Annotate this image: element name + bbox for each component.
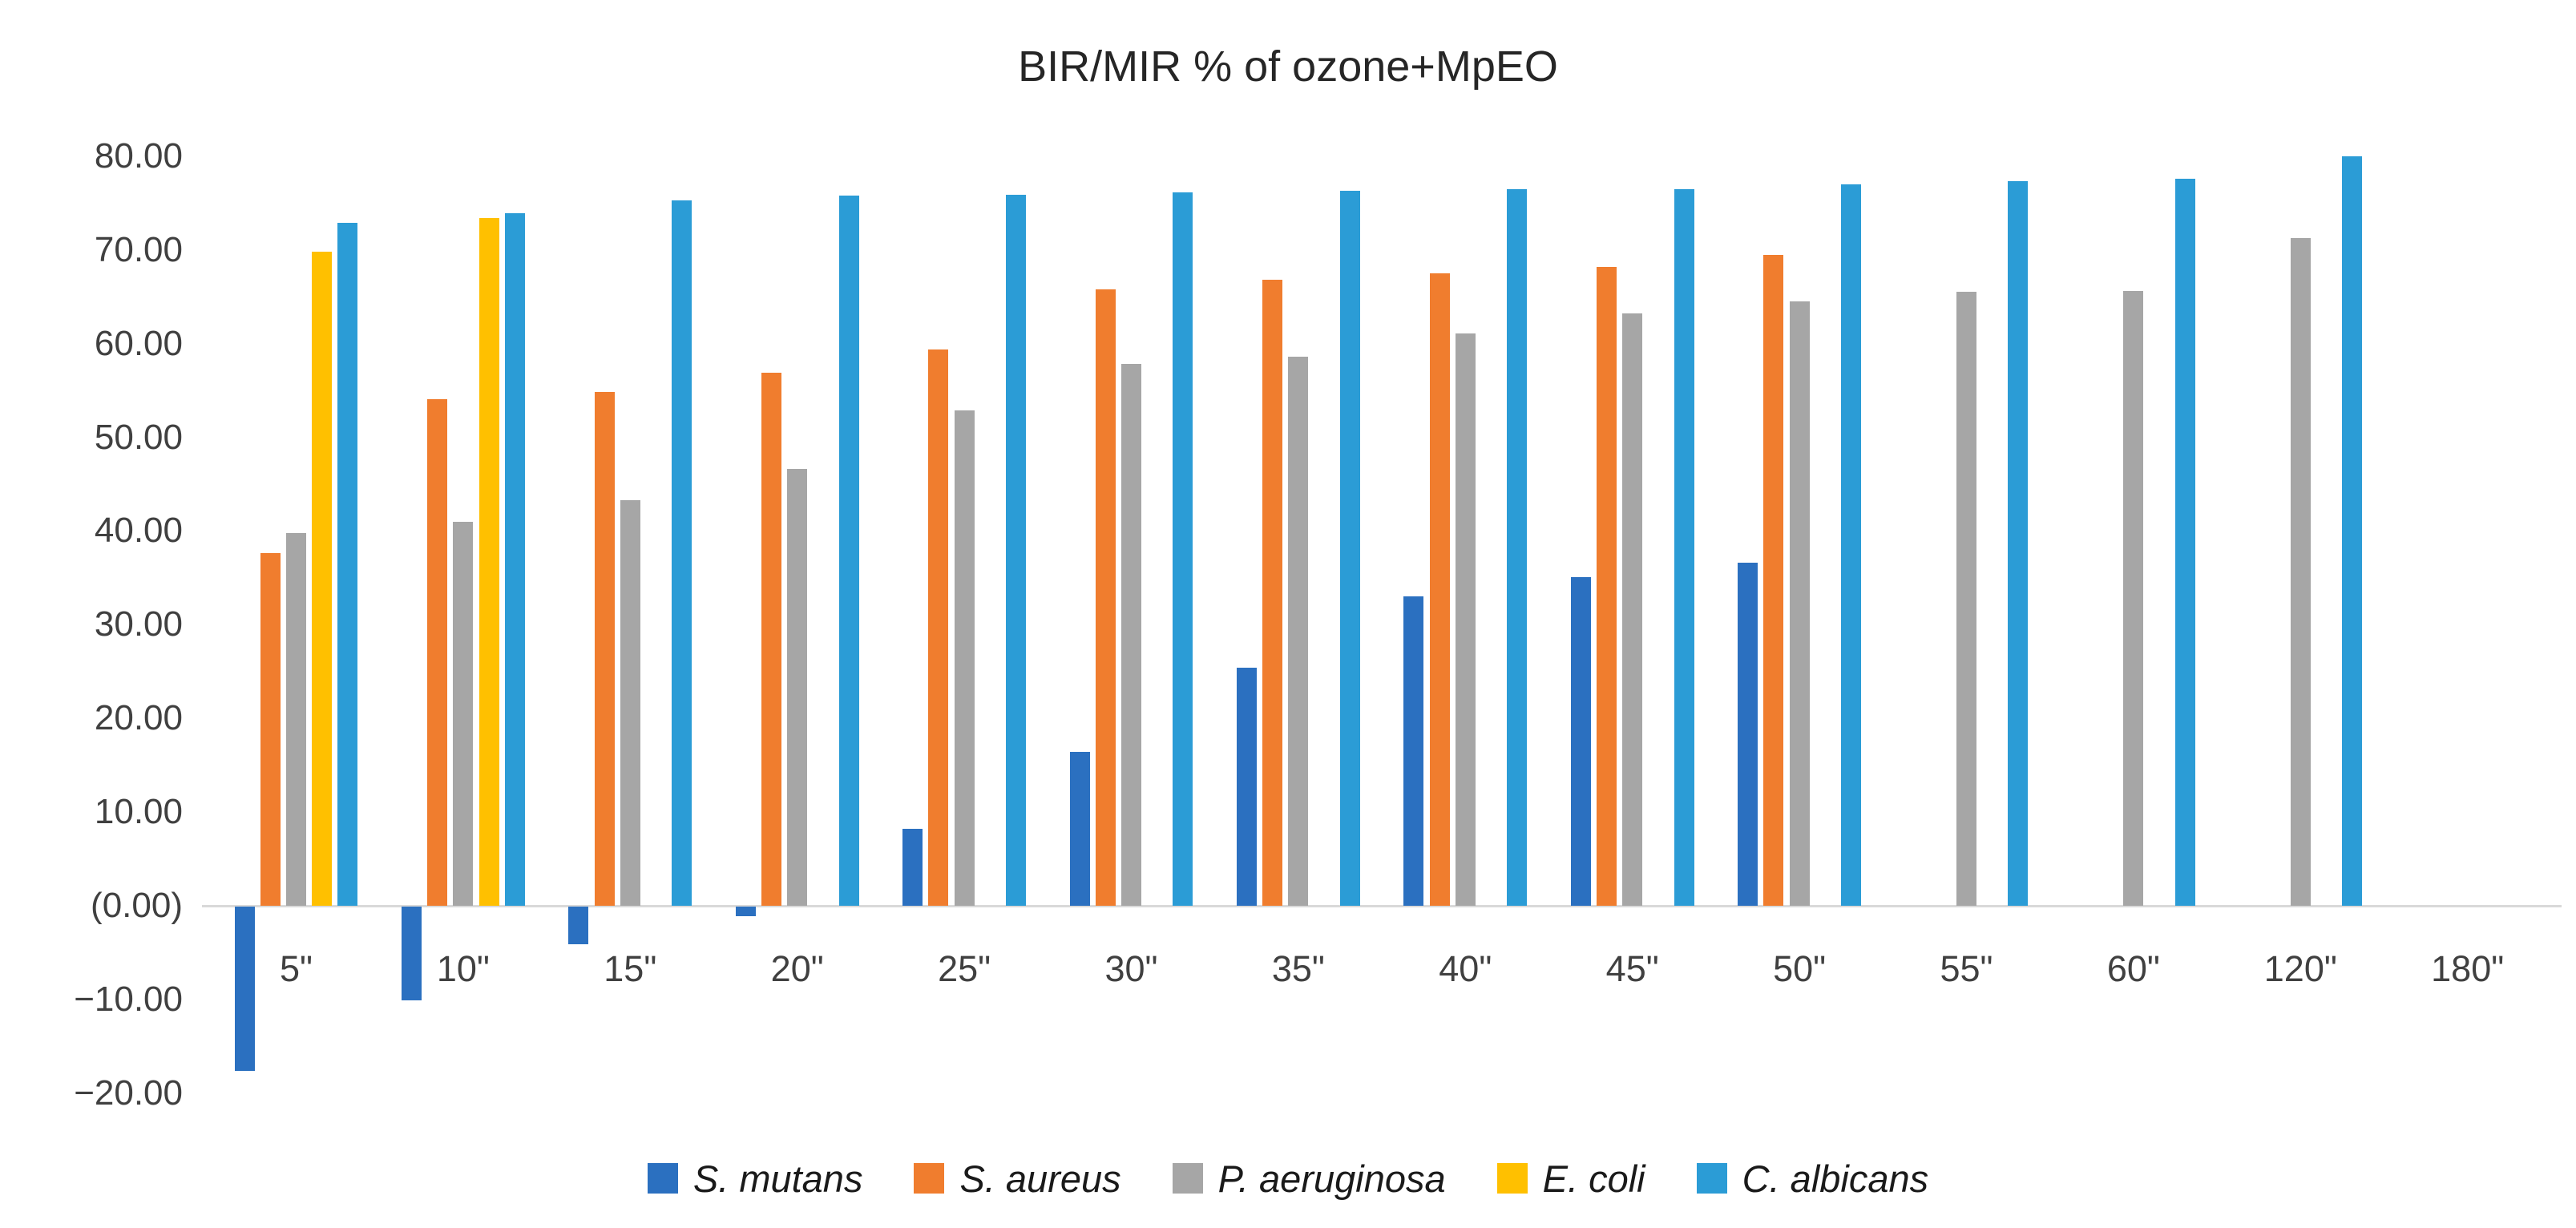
bar-p-aeruginosa-55 bbox=[1956, 292, 1976, 906]
y-tick-label: 70.00 bbox=[94, 229, 183, 269]
y-tick-label: 80.00 bbox=[94, 135, 183, 176]
legend-item-p-aeruginosa: P. aeruginosa bbox=[1172, 1157, 1446, 1201]
bar-c-albicans-25 bbox=[1006, 194, 1026, 906]
legend-swatch-icon bbox=[914, 1163, 945, 1194]
bar-s-aureus-45 bbox=[1597, 266, 1617, 906]
bar-s-aureus-10 bbox=[427, 398, 448, 906]
legend-item-s-mutans: S. mutans bbox=[647, 1157, 863, 1201]
bar-s-mutans-20 bbox=[735, 907, 756, 916]
bar-e-coli-10 bbox=[478, 217, 499, 906]
y-tick-label: 30.00 bbox=[94, 604, 183, 644]
bar-s-mutans-10 bbox=[402, 907, 422, 1000]
legend-swatch-icon bbox=[1172, 1163, 1203, 1194]
bar-c-albicans-35 bbox=[1339, 191, 1360, 906]
legend-swatch-icon bbox=[647, 1163, 678, 1194]
bar-c-albicans-55 bbox=[2008, 181, 2029, 906]
legend-item-s-aureus: S. aureus bbox=[914, 1157, 1121, 1201]
bar-s-mutans-50 bbox=[1738, 563, 1758, 906]
x-tick-label: 40" bbox=[1439, 948, 1492, 989]
bar-c-albicans-30 bbox=[1173, 192, 1193, 906]
bar-s-aureus-25 bbox=[928, 349, 949, 906]
bar-p-aeruginosa-50 bbox=[1789, 301, 1810, 906]
bar-s-aureus-40 bbox=[1429, 273, 1450, 906]
legend-label: E. coli bbox=[1542, 1157, 1645, 1200]
bar-s-mutans-15 bbox=[568, 907, 589, 944]
bar-p-aeruginosa-30 bbox=[1121, 364, 1141, 906]
legend-swatch-icon bbox=[1496, 1163, 1528, 1194]
x-tick-label: 55" bbox=[1940, 948, 1993, 989]
bar-p-aeruginosa-20 bbox=[787, 469, 808, 906]
y-tick-label: 40.00 bbox=[94, 511, 183, 551]
x-tick-label: 10" bbox=[436, 948, 490, 989]
bar-s-aureus-15 bbox=[594, 392, 615, 906]
bar-c-albicans-50 bbox=[1841, 184, 1861, 906]
legend-swatch-icon bbox=[1696, 1163, 1727, 1194]
bar-c-albicans-10 bbox=[504, 213, 525, 906]
bar-p-aeruginosa-40 bbox=[1455, 333, 1476, 906]
x-tick-label: 25" bbox=[938, 948, 991, 989]
bar-c-albicans-45 bbox=[1674, 188, 1694, 906]
x-tick-label: 45" bbox=[1605, 948, 1659, 989]
chart-legend: S. mutans S. aureus P. aeruginosa E. coli C.… bbox=[0, 1153, 2576, 1204]
bar-p-aeruginosa-10 bbox=[453, 521, 474, 906]
y-tick-label: −20.00 bbox=[74, 1072, 183, 1113]
bar-s-aureus-35 bbox=[1262, 280, 1283, 906]
bar-s-mutans-45 bbox=[1570, 576, 1591, 906]
bar-s-mutans-35 bbox=[1237, 668, 1257, 906]
x-tick-label: 180" bbox=[2431, 948, 2505, 989]
legend-label: P. aeruginosa bbox=[1217, 1157, 1446, 1200]
legend-label: S. aureus bbox=[959, 1157, 1121, 1200]
legend-item-e-coli: E. coli bbox=[1496, 1157, 1645, 1201]
x-tick-label: 35" bbox=[1271, 948, 1325, 989]
y-tick-label: 20.00 bbox=[94, 698, 183, 738]
bar-p-aeruginosa-45 bbox=[1622, 313, 1643, 906]
bar-s-mutans-40 bbox=[1403, 596, 1424, 906]
bar-p-aeruginosa-35 bbox=[1288, 356, 1309, 906]
bar-e-coli-5 bbox=[312, 252, 333, 906]
x-tick-label: 50" bbox=[1773, 948, 1827, 989]
bar-s-aureus-30 bbox=[1095, 289, 1116, 906]
bar-s-aureus-50 bbox=[1763, 254, 1784, 906]
bar-p-aeruginosa-5 bbox=[286, 532, 306, 906]
bar-s-mutans-25 bbox=[902, 829, 923, 906]
y-tick-label: 10.00 bbox=[94, 792, 183, 832]
bar-p-aeruginosa-15 bbox=[620, 499, 640, 906]
bar-c-albicans-15 bbox=[672, 200, 692, 906]
x-tick-label: 60" bbox=[2106, 948, 2160, 989]
bar-p-aeruginosa-25 bbox=[954, 410, 975, 906]
x-tick-label: 120" bbox=[2263, 948, 2337, 989]
x-tick-label: 30" bbox=[1104, 948, 1158, 989]
legend-label: C. albicans bbox=[1742, 1157, 1929, 1200]
bar-s-aureus-5 bbox=[260, 553, 281, 906]
bar-c-albicans-120 bbox=[2342, 156, 2363, 906]
y-tick-label: −10.00 bbox=[74, 979, 183, 1019]
bar-s-mutans-5 bbox=[234, 907, 255, 1071]
bar-c-albicans-40 bbox=[1507, 188, 1528, 906]
y-tick-label: 60.00 bbox=[94, 323, 183, 363]
x-tick-label: 20" bbox=[770, 948, 824, 989]
bar-s-mutans-30 bbox=[1069, 752, 1090, 906]
bar-p-aeruginosa-120 bbox=[2290, 237, 2311, 906]
legend-label: S. mutans bbox=[692, 1157, 863, 1200]
bar-s-aureus-20 bbox=[761, 372, 781, 906]
legend-item-c-albicans: C. albicans bbox=[1696, 1157, 1929, 1201]
y-tick-label: (0.00) bbox=[91, 886, 183, 925]
chart-title: BIR/MIR % of ozone+MpEO bbox=[1018, 42, 1558, 91]
bar-p-aeruginosa-60 bbox=[2123, 291, 2144, 906]
x-tick-label: 5" bbox=[279, 948, 313, 989]
bar-c-albicans-60 bbox=[2174, 178, 2195, 906]
x-axis-line bbox=[202, 905, 2562, 907]
bar-c-albicans-20 bbox=[838, 195, 859, 906]
y-tick-label: 50.00 bbox=[94, 417, 183, 457]
x-tick-label: 15" bbox=[604, 948, 657, 989]
bar-c-albicans-5 bbox=[337, 222, 358, 906]
